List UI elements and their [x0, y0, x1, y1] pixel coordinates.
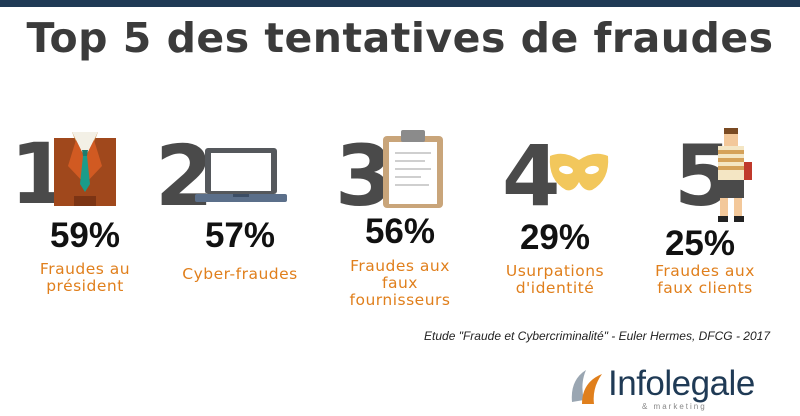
fraud-item-1: 1 59% Fraudes au président: [10, 120, 170, 320]
percent-value: 56%: [364, 212, 436, 251]
rank-number: 2: [155, 127, 213, 225]
fraud-item-3: 3 56% Fraudes aux faux fournisseurs: [335, 120, 495, 320]
percent-value: 29%: [519, 218, 591, 257]
percent-value: 57%: [204, 216, 276, 255]
fraud-label-line: fournisseurs: [349, 291, 451, 309]
logo-name: Infolegale: [608, 364, 755, 403]
fraud-item-5: 5 25% Fraudes aux faux clients: [640, 120, 800, 320]
rank-number: 4: [502, 127, 560, 225]
mask-icon: [549, 153, 609, 191]
laptop-icon: [195, 148, 287, 202]
fraud-label-line: faux: [382, 274, 418, 292]
fraud-label: Usurpations d'identité: [490, 263, 620, 297]
fraud-label: Fraudes aux faux fournisseurs: [335, 258, 465, 309]
fraud-label: Fraudes au président: [10, 261, 160, 295]
fraud-label-line: faux clients: [657, 279, 753, 297]
percent-value: 59%: [49, 216, 121, 255]
source-citation: Etude "Fraude et Cybercriminalité" - Eul…: [424, 329, 770, 343]
clipboard-icon: [383, 130, 443, 208]
fraud-label-line: président: [46, 277, 124, 295]
fraud-label: Cyber-fraudes: [155, 266, 325, 283]
fraud-label-line: Cyber-fraudes: [182, 265, 298, 283]
infolegale-logo: Infolegale & marketing: [568, 362, 788, 412]
logo-mark-icon: [571, 370, 602, 404]
fraud-label-line: d'identité: [515, 279, 595, 297]
fraud-label-line: Fraudes aux: [350, 257, 450, 275]
suit-tie-icon: [54, 132, 116, 206]
fraud-label: Fraudes aux faux clients: [640, 263, 770, 297]
fraud-label-line: Fraudes aux: [655, 262, 755, 280]
top-bar: [0, 0, 800, 7]
fraud-label-line: Fraudes au: [39, 260, 131, 278]
fraud-label-line: Usurpations: [505, 262, 605, 280]
logo-tagline: & marketing: [642, 402, 707, 411]
fraud-item-2: 2 57% Cyber-fraudes: [155, 120, 315, 320]
fraud-item-4: 4 29% Usurpations d'identité: [490, 120, 650, 320]
percent-value: 25%: [664, 224, 736, 263]
page-title: Top 5 des tentatives de fraudes: [26, 14, 774, 62]
person-icon: [718, 128, 752, 222]
